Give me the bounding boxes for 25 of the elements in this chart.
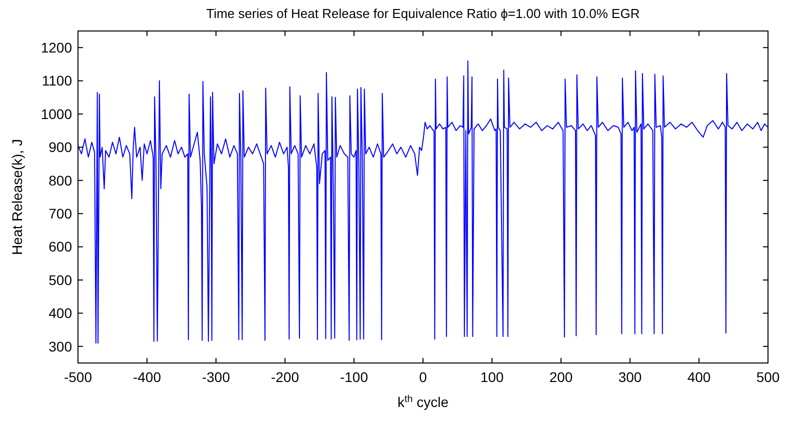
x-tick-label: 400 bbox=[687, 369, 711, 385]
x-tick-label: 0 bbox=[419, 369, 428, 385]
x-tick-label: -200 bbox=[270, 369, 300, 385]
y-tick-label: 1000 bbox=[40, 106, 72, 122]
x-tick-label: 200 bbox=[549, 369, 573, 385]
x-tick-label: 100 bbox=[480, 369, 504, 385]
y-tick-label: 400 bbox=[48, 305, 72, 322]
x-axis-title: k$^{th}$ cycle bbox=[398, 394, 449, 410]
x-tick-label: 500 bbox=[756, 369, 780, 385]
y-axis-title: Heat Release(k), J bbox=[9, 139, 25, 255]
y-tick-label: 800 bbox=[48, 172, 72, 188]
y-tick-label: 1200 bbox=[40, 40, 72, 56]
y-tick-label: 300 bbox=[48, 338, 72, 354]
line-series bbox=[78, 60, 768, 344]
x-tick-label: -100 bbox=[340, 369, 368, 385]
x-tick-label: -500 bbox=[64, 369, 92, 385]
y-tick-label: 600 bbox=[48, 238, 72, 255]
x-tick-label: -400 bbox=[132, 369, 162, 385]
chart-title: Time series of Heat Release for Equivalence Ratio ϕ=1.00 with 10.0% EGR bbox=[206, 6, 640, 21]
x-tick-label: -300 bbox=[202, 369, 230, 385]
y-tick-label: 500 bbox=[48, 272, 72, 288]
x-tick-label: 300 bbox=[618, 369, 642, 385]
y-tick-label: 1100 bbox=[42, 72, 72, 89]
y-tick-label: 700 bbox=[48, 206, 72, 222]
y-tick-label: 900 bbox=[48, 139, 72, 156]
